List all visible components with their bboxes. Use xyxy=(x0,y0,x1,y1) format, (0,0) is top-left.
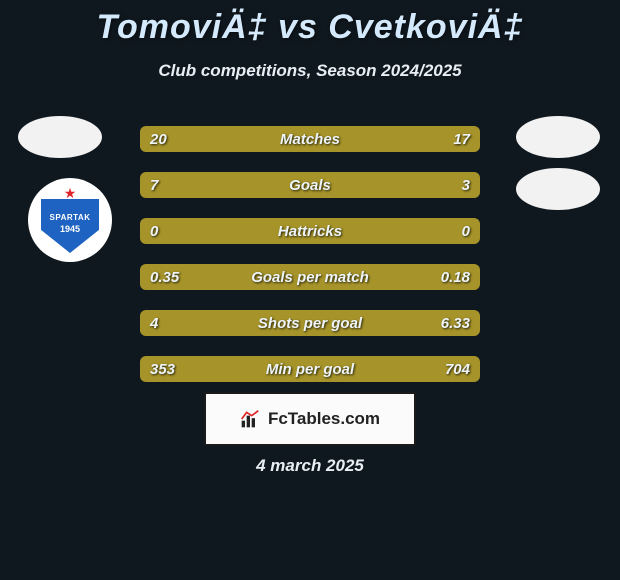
team-logo-right-2 xyxy=(516,168,600,210)
stat-value-right: 0 xyxy=(462,223,470,240)
stat-row: 353Min per goal704 xyxy=(140,356,480,382)
stat-label: Shots per goal xyxy=(140,315,480,332)
stat-value-right: 6.33 xyxy=(441,315,470,332)
stat-value-right: 704 xyxy=(445,361,470,378)
crest-name: SPARTAK xyxy=(50,213,91,222)
stat-label: Goals per match xyxy=(140,269,480,286)
stat-label: Min per goal xyxy=(140,361,480,378)
stat-label: Goals xyxy=(140,177,480,194)
team-logo-left xyxy=(18,116,102,158)
crest-year: 1945 xyxy=(60,224,80,234)
stat-row: 20Matches17 xyxy=(140,126,480,152)
stat-row: 0Hattricks0 xyxy=(140,218,480,244)
stat-value-right: 0.18 xyxy=(441,269,470,286)
stat-row: 0.35Goals per match0.18 xyxy=(140,264,480,290)
stat-value-right: 3 xyxy=(462,177,470,194)
date-label: 4 march 2025 xyxy=(0,456,620,476)
page-subtitle: Club competitions, Season 2024/2025 xyxy=(0,61,620,81)
stat-label: Matches xyxy=(140,131,480,148)
stat-label: Hattricks xyxy=(140,223,480,240)
stat-row: 7Goals3 xyxy=(140,172,480,198)
crest-star-icon: ★ xyxy=(64,185,77,202)
stat-value-right: 17 xyxy=(453,131,470,148)
stats-container: 20Matches17 7Goals3 0Hattricks0 0.35Goals p… xyxy=(140,126,480,402)
club-crest: ★ SPARTAK 1945 xyxy=(28,178,112,262)
page-title: TomoviÄ‡ vs CvetkoviÄ‡ xyxy=(0,0,620,47)
team-logo-right-1 xyxy=(516,116,600,158)
branding-chart-icon xyxy=(240,409,260,429)
branding-label: FcTables.com xyxy=(268,409,380,429)
stat-row: 4Shots per goal6.33 xyxy=(140,310,480,336)
branding-box: FcTables.com xyxy=(204,392,416,446)
